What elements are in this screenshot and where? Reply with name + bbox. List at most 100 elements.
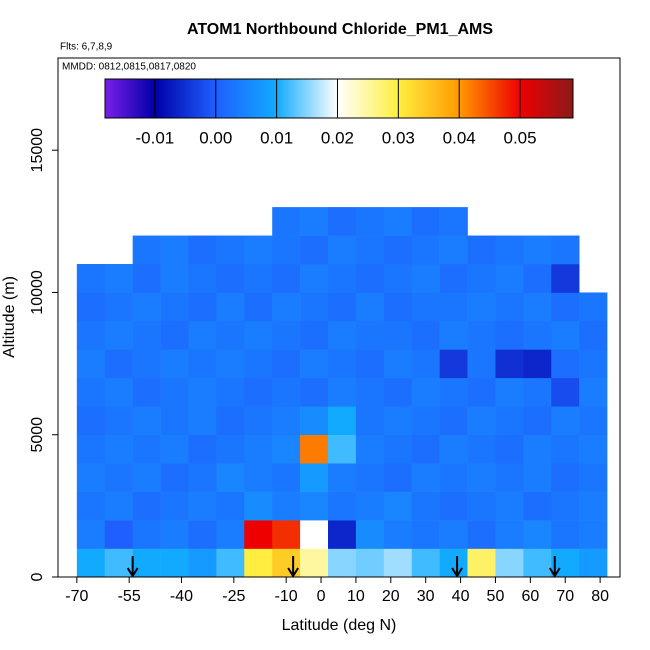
colorbar-tick-label: 0.05 (504, 128, 537, 147)
heat-cell (523, 377, 552, 407)
x-tick-label: 60 (521, 588, 539, 605)
heat-cell (495, 434, 524, 464)
y-tick-label: 5000 (29, 417, 46, 453)
heat-cell (160, 320, 189, 350)
heat-cell (579, 320, 608, 350)
heat-cell (188, 264, 217, 293)
heat-cell (76, 520, 106, 549)
heat-cell (467, 264, 496, 293)
heat-cell (188, 235, 217, 265)
heat-cell (104, 463, 133, 492)
heat-cell (411, 349, 440, 379)
colorbar-tick-label: 0.01 (260, 128, 293, 147)
x-tick-label: 40 (452, 588, 470, 605)
heat-cell (439, 377, 468, 407)
x-tick-label: 50 (487, 588, 505, 605)
heat-cell (272, 406, 301, 436)
heat-cell (439, 548, 468, 578)
heat-cell (467, 292, 496, 322)
heat-cell (467, 463, 496, 492)
heat-cell (272, 349, 301, 379)
heat-cell (383, 264, 413, 293)
heat-cell (244, 320, 273, 350)
heat-cell (495, 406, 524, 436)
heat-cell (467, 377, 496, 407)
heat-cell (300, 349, 329, 379)
heat-cell (383, 292, 413, 322)
heat-cell (328, 377, 357, 407)
heat-cell (495, 349, 524, 379)
heat-cell (495, 463, 524, 492)
heat-cell (579, 292, 608, 322)
heat-cell (300, 520, 329, 549)
heat-cell (467, 434, 496, 464)
y-tick-label: 15000 (29, 128, 46, 173)
heat-cell (244, 463, 273, 492)
heat-cell (160, 491, 189, 521)
heat-cell (160, 349, 189, 379)
x-tick-label: -40 (170, 588, 193, 605)
heat-cell (300, 207, 329, 236)
heat-cell (579, 434, 608, 464)
heat-cell (551, 520, 580, 549)
heat-cell (383, 349, 413, 379)
heat-cell (272, 377, 301, 407)
heat-cell (104, 406, 133, 436)
heat-cell (272, 491, 301, 521)
heat-cell (467, 235, 496, 265)
heat-cell (467, 520, 496, 549)
heat-cell (495, 520, 524, 549)
heat-cell (439, 292, 468, 322)
heat-cell (579, 491, 608, 521)
heat-cell (272, 292, 301, 322)
heat-cell (272, 520, 301, 549)
heat-cell (411, 520, 440, 549)
heat-cell (383, 434, 413, 464)
heat-cell (76, 349, 106, 379)
heat-cell (551, 320, 580, 350)
heat-cell (383, 548, 413, 578)
heat-cell (439, 207, 468, 236)
heat-cell (300, 548, 329, 578)
heat-cell (216, 406, 245, 436)
heat-cell (160, 235, 189, 265)
heat-cell (300, 406, 329, 436)
heat-cell (411, 207, 440, 236)
heat-cell (216, 377, 245, 407)
annotation: MMDD: 0812,0815,0817,0820 (62, 62, 196, 73)
heat-cell (523, 406, 552, 436)
heat-cell (188, 434, 217, 464)
heat-cell (188, 349, 217, 379)
heat-cell (439, 406, 468, 436)
heat-cell (104, 264, 133, 293)
arrow (451, 556, 463, 578)
heat-cell (188, 463, 217, 492)
x-tick-label: 80 (591, 588, 609, 605)
heat-cell (551, 463, 580, 492)
heat-cell (523, 349, 552, 379)
heat-cell (523, 320, 552, 350)
heat-cell (439, 491, 468, 521)
heat-cell (439, 520, 468, 549)
heat-cell (244, 349, 273, 379)
heat-cell (104, 520, 133, 549)
heat-cell (328, 320, 357, 350)
heat-cell (579, 463, 608, 492)
heat-cell (132, 264, 161, 293)
heat-cell (439, 235, 468, 265)
chart-title: ATOM1 Northbound Chloride_PM1_AMS (187, 21, 493, 38)
heat-cell (244, 235, 273, 265)
heat-cell (216, 548, 245, 578)
heat-cell (188, 320, 217, 350)
heat-cell (328, 235, 357, 265)
heat-cell (216, 349, 245, 379)
heat-cell (76, 377, 106, 407)
x-tick-label: -55 (118, 588, 141, 605)
heat-cell (132, 548, 161, 578)
heat-cell (551, 377, 580, 407)
heat-cell (300, 235, 329, 265)
heat-cell (355, 491, 385, 521)
heat-cell (411, 377, 440, 407)
heat-cell (328, 520, 357, 549)
